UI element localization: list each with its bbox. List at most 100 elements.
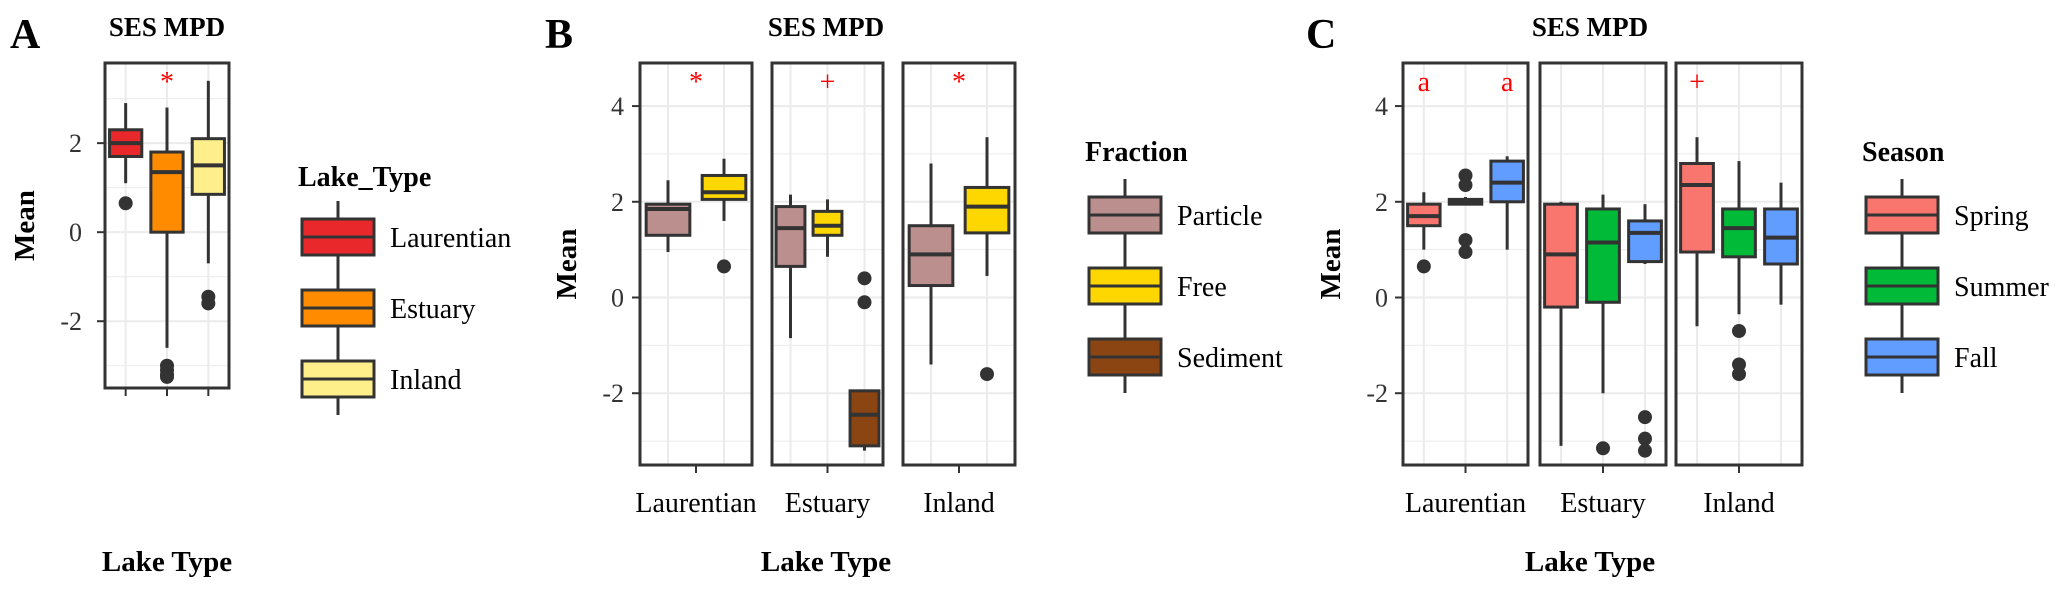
facet-significance-marker: * <box>952 67 966 98</box>
box-body <box>811 209 844 237</box>
x-tick-label: Laurentian <box>1405 488 1526 519</box>
panel-a-title: SES MPD <box>109 12 225 42</box>
legend-title: Fraction <box>1085 137 1188 168</box>
box-estuary: * <box>149 67 185 384</box>
panel-c-x-axis-title: Lake Type <box>1525 546 1655 578</box>
outlier-point <box>1458 233 1473 248</box>
box-spring: a <box>1406 67 1442 274</box>
significance-marker: a <box>1501 67 1514 98</box>
panel-a-label: A <box>10 12 41 58</box>
outlier-point <box>1638 431 1652 446</box>
box-body <box>963 185 1011 235</box>
panel-a-y-tick-label: 0 <box>69 218 82 247</box>
box-inland <box>190 80 226 311</box>
legend-label: Laurentian <box>390 223 511 254</box>
outlier-point <box>980 367 994 382</box>
panel-c-title: SES MPD <box>1532 12 1648 42</box>
legend-label: Spring <box>1954 201 2029 232</box>
box-body <box>1627 219 1663 264</box>
outlier-point <box>1732 324 1746 338</box>
legend-entry-free: Free <box>1087 250 1227 322</box>
legend-label: Sediment <box>1177 343 1283 374</box>
panel-b: B SES MPD Mean -2 0 2 4 Lake Type * Laurentian + Es… <box>545 12 1283 578</box>
panel-b-y-tick-label: 0 <box>611 284 624 313</box>
legend-entry-estuary: Estuary <box>300 272 476 344</box>
significance-marker: * <box>160 67 174 98</box>
panel-c-label: C <box>1306 12 1336 58</box>
outlier-point <box>1732 367 1746 382</box>
box-free <box>700 158 748 274</box>
legend-entry-summer: Summer <box>1864 250 2050 322</box>
legend-entry-laurentian: Laurentian <box>300 201 511 273</box>
panel-b-title: SES MPD <box>768 12 884 42</box>
panel-c-facet-3: + Inland <box>1674 61 1804 519</box>
panel-c-y-tick-label: 2 <box>1375 188 1388 217</box>
box-spring: + <box>1679 67 1715 327</box>
outlier-point <box>118 196 133 211</box>
legend-label: Free <box>1177 272 1227 303</box>
outlier-point <box>717 259 731 274</box>
box-fall <box>1763 182 1799 305</box>
panel-a-y-axis-title: Mean <box>9 190 41 261</box>
x-tick-label: Laurentian <box>635 488 756 519</box>
panel-c-y-tick-label: 4 <box>1375 92 1388 121</box>
panel-a: A SES MPD Mean -2 0 2 Lake Type * Lake_Type Laure… <box>9 12 511 578</box>
box-spring <box>1543 201 1579 446</box>
outlier-point <box>1416 259 1431 274</box>
panel-a-facet-1: * <box>103 61 231 396</box>
panel-b-y-tick-label: -2 <box>602 379 624 408</box>
facet-border <box>638 61 754 467</box>
outlier-point <box>201 296 216 311</box>
box-laurentian <box>108 103 144 211</box>
outlier-point <box>857 271 872 286</box>
legend-entry-fall: Fall <box>1864 321 1998 393</box>
legend-entry-sediment: Sediment <box>1087 321 1283 393</box>
panel-a-x-axis-title: Lake Type <box>102 546 232 578</box>
outlier-point <box>1596 441 1610 456</box>
panel-b-y-axis-title: Mean <box>551 229 583 300</box>
facet-significance-marker: + <box>820 67 836 98</box>
box-fall: a <box>1489 67 1525 250</box>
panel-c-facet-1: a a Laurentian <box>1401 61 1530 519</box>
panel-c-y-tick-label: -2 <box>1366 379 1388 408</box>
box-summer <box>1585 194 1621 456</box>
outlier-point <box>1638 443 1652 458</box>
legend-entry-inland: Inland <box>300 343 462 415</box>
box-particle <box>774 194 807 339</box>
legend-title: Lake_Type <box>298 162 431 193</box>
box-body <box>848 389 881 448</box>
x-tick-label: Inland <box>1703 488 1775 519</box>
facet-border <box>103 61 231 390</box>
box-body <box>1585 207 1621 304</box>
outlier-point <box>1638 410 1652 425</box>
box-summer <box>1447 168 1484 260</box>
legend-entry-spring: Spring <box>1864 179 2029 251</box>
panel-a-legend: Lake_Type Laurentian Estuary Inland <box>298 162 511 415</box>
outlier-point <box>1458 245 1473 260</box>
box-sediment <box>848 271 881 451</box>
panel-b-facet-1: * Laurentian <box>635 61 757 519</box>
box-free <box>963 137 1011 382</box>
facet-significance-marker: * <box>689 67 703 98</box>
x-tick-label: Inland <box>923 488 995 519</box>
legend-label: Particle <box>1177 201 1263 232</box>
legend-label: Estuary <box>390 294 476 325</box>
panel-b-y-tick-label: 4 <box>611 92 624 121</box>
outlier-point <box>160 369 174 384</box>
legend-label: Summer <box>1954 272 2050 303</box>
outlier-point <box>857 295 872 310</box>
legend-entry-particle: Particle <box>1087 179 1263 251</box>
legend-title: Season <box>1862 137 1945 168</box>
outlier-point <box>1458 178 1473 193</box>
x-tick-label: Estuary <box>785 488 871 519</box>
panel-b-legend: Fraction Particle Free Sediment <box>1085 137 1283 393</box>
box-free <box>811 199 844 257</box>
panel-c: C SES MPD Mean -2 0 2 4 Lake Type a a Laurentian Es… <box>1306 12 2050 578</box>
significance-marker: a <box>1418 67 1431 98</box>
box-body <box>774 205 807 268</box>
box-summer <box>1721 161 1757 382</box>
panel-c-y-axis-title: Mean <box>1315 229 1347 300</box>
significance-marker: + <box>1689 67 1705 98</box>
panel-c-facet-2: Estuary <box>1538 61 1668 519</box>
